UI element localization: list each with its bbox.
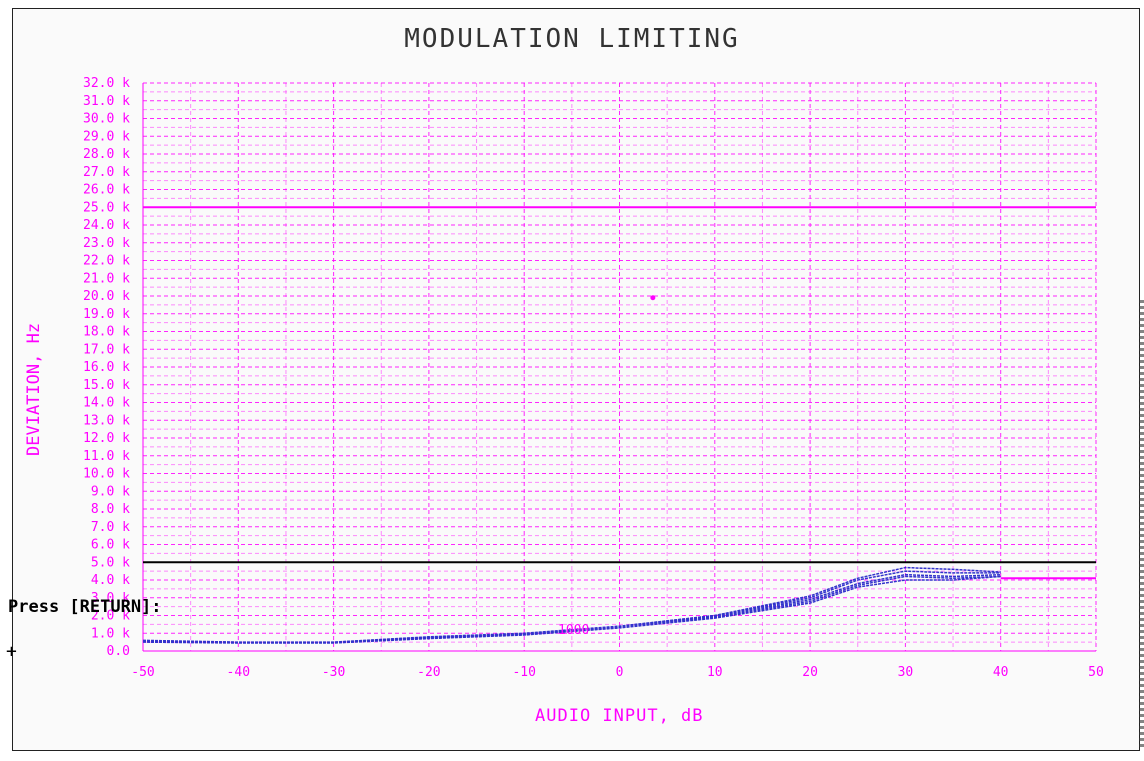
y-tick-label: 9.0 k	[91, 484, 130, 499]
y-tick-label: 20.0 k	[83, 289, 130, 304]
y-tick-label: 15.0 k	[83, 378, 130, 393]
x-tick-label: 10	[707, 665, 723, 680]
y-tick-label: 0.0	[107, 644, 130, 659]
y-tick-label: 7.0 k	[91, 520, 130, 535]
y-tick-label: 23.0 k	[83, 236, 130, 251]
y-tick-label: 1.0 k	[91, 626, 130, 641]
curve-label: 1000	[558, 623, 590, 638]
x-tick-label: 50	[1088, 665, 1104, 680]
x-tick-labels: -50 -40 -30 -20 -10 0 10 20 30 40 50	[131, 665, 1104, 680]
marker-point	[650, 295, 656, 301]
y-tick-labels: 0.0 1.0 k 2.0 k 3.0 k 4.0 k 5.0 k 6.0 k 7.0 k 8.…	[83, 76, 130, 659]
y-tick-label: 29.0 k	[83, 129, 130, 144]
y-tick-label: 5.0 k	[91, 555, 130, 570]
y-tick-label: 18.0 k	[83, 325, 130, 340]
cursor-icon: +	[6, 641, 17, 662]
y-tick-label: 3.0 k	[91, 591, 130, 606]
x-tick-label: 0	[616, 665, 624, 680]
y-tick-label: 17.0 k	[83, 342, 130, 357]
x-axis-label: AUDIO INPUT, dB	[535, 706, 704, 726]
side-margin-text	[1139, 300, 1144, 750]
series-layer	[142, 295, 1001, 644]
y-tick-label: 31.0 k	[83, 94, 130, 109]
y-tick-label: 14.0 k	[83, 396, 130, 411]
series-line	[142, 575, 1001, 644]
y-tick-label: 19.0 k	[83, 307, 130, 322]
x-tick-label: -50	[131, 665, 154, 680]
y-tick-label: 26.0 k	[83, 183, 130, 198]
y-tick-label: 11.0 k	[83, 449, 130, 464]
chart-title: MODULATION LIMITING	[404, 24, 740, 54]
x-tick-label: 40	[993, 665, 1009, 680]
x-tick-label: -10	[512, 665, 535, 680]
y-tick-label: 30.0 k	[83, 112, 130, 127]
x-tick-label: -30	[322, 665, 345, 680]
return-prompt[interactable]: Press [RETURN]:	[8, 597, 162, 617]
y-tick-label: 27.0 k	[83, 165, 130, 180]
y-tick-label: 28.0 k	[83, 147, 130, 162]
y-tick-label: 2.0 k	[91, 609, 130, 624]
reference-lines	[143, 206, 1096, 580]
x-tick-label: 30	[898, 665, 914, 680]
grid	[142, 82, 1097, 652]
y-tick-label: 13.0 k	[83, 413, 130, 428]
y-tick-label: 8.0 k	[91, 502, 130, 517]
x-tick-label: -20	[417, 665, 440, 680]
y-tick-label: 6.0 k	[91, 538, 130, 553]
x-tick-label: -40	[227, 665, 250, 680]
y-tick-label: 32.0 k	[83, 76, 130, 91]
x-tick-label: 20	[802, 665, 818, 680]
y-tick-label: 21.0 k	[83, 271, 130, 286]
plot-frame	[12, 8, 1140, 751]
y-tick-label: 25.0 k	[83, 200, 130, 215]
y-tick-label: 24.0 k	[83, 218, 130, 233]
y-tick-label: 16.0 k	[83, 360, 130, 375]
y-tick-label: 22.0 k	[83, 254, 130, 269]
y-tick-label: 10.0 k	[83, 467, 130, 482]
y-tick-label: 12.0 k	[83, 431, 130, 446]
y-tick-label: 4.0 k	[91, 573, 130, 588]
y-axis-label: DEVIATION, Hz	[24, 322, 44, 456]
